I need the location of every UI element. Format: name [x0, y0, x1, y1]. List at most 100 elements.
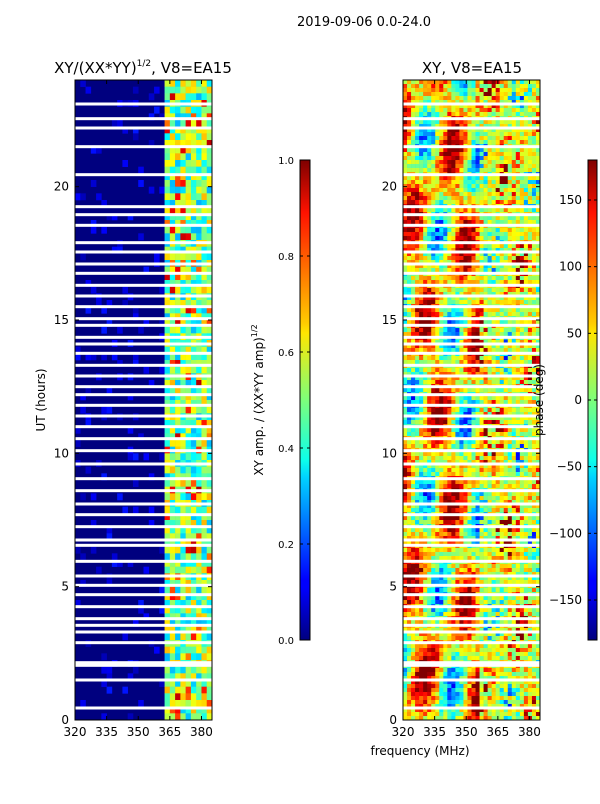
heatmap-cell	[488, 216, 492, 220]
heatmap-cell	[165, 693, 171, 700]
heatmap-cell	[467, 360, 471, 364]
heatmap-cell	[431, 232, 435, 236]
heatmap-cell	[423, 84, 427, 88]
heatmap-cell	[86, 87, 92, 94]
heatmap-cell	[443, 428, 447, 432]
heatmap-cell	[484, 112, 488, 116]
heatmap-cell	[467, 208, 471, 212]
heatmap-cell	[186, 653, 192, 660]
heatmap-cell	[447, 136, 451, 140]
heatmap-cell	[508, 200, 512, 204]
heatmap-cell	[480, 96, 484, 100]
flagged-row	[75, 117, 212, 120]
heatmap-cell	[467, 440, 471, 444]
heatmap-cell	[532, 188, 536, 192]
heatmap-cell	[165, 547, 171, 554]
heatmap-cell	[201, 467, 207, 474]
heatmap-cell	[455, 484, 459, 488]
heatmap-cell	[419, 120, 423, 124]
heatmap-cell	[455, 256, 459, 260]
heatmap-cell	[411, 96, 415, 100]
heatmap-cell	[516, 276, 520, 280]
heatmap-cell	[427, 188, 431, 192]
heatmap-cell	[170, 667, 176, 674]
heatmap-cell	[186, 233, 192, 240]
heatmap-cell	[496, 156, 500, 160]
heatmap-cell	[496, 140, 500, 144]
heatmap-cell	[415, 196, 419, 200]
heatmap-cell	[186, 187, 192, 194]
heatmap-cell	[455, 472, 459, 476]
heatmap-cell	[500, 244, 504, 248]
heatmap-cell	[528, 160, 532, 164]
heatmap-cell	[512, 184, 516, 188]
heatmap-cell	[496, 180, 500, 184]
heatmap-cell	[407, 408, 411, 412]
heatmap-cell	[207, 107, 213, 114]
heatmap-cell	[201, 547, 207, 554]
heatmap-cell	[512, 160, 516, 164]
heatmap-cell	[435, 108, 439, 112]
heatmap-cell	[443, 356, 447, 360]
heatmap-cell	[532, 108, 536, 112]
heatmap-cell	[516, 484, 520, 488]
heatmap-cell	[403, 368, 407, 372]
heatmap-cell	[472, 236, 476, 240]
heatmap-cell	[419, 244, 423, 248]
heatmap-cell	[508, 152, 512, 156]
heatmap-cell	[196, 687, 202, 694]
heatmap-cell	[463, 120, 467, 124]
heatmap-cell	[443, 164, 447, 168]
heatmap-cell	[459, 184, 463, 188]
heatmap-cell	[508, 456, 512, 460]
heatmap-cell	[419, 220, 423, 224]
heatmap-cell	[500, 96, 504, 100]
heatmap-cell	[191, 693, 197, 700]
heatmap-cell	[516, 164, 520, 168]
heatmap-cell	[476, 332, 480, 336]
heatmap-cell	[492, 308, 496, 312]
heatmap-cell	[524, 120, 528, 124]
heatmap-cell	[427, 208, 431, 212]
heatmap-cell	[175, 547, 181, 554]
heatmap-cell	[423, 188, 427, 192]
heatmap-cell	[451, 180, 455, 184]
heatmap-cell	[455, 84, 459, 88]
heatmap-cell	[488, 528, 492, 532]
heatmap-cell	[492, 176, 496, 180]
heatmap-cell	[455, 452, 459, 456]
heatmap-cell	[411, 400, 415, 404]
heatmap-cell	[431, 396, 435, 400]
heatmap-cell	[451, 280, 455, 284]
heatmap-cell	[524, 388, 528, 392]
heatmap-cell	[419, 276, 423, 280]
heatmap-cell	[427, 148, 431, 152]
heatmap-cell	[476, 428, 480, 432]
heatmap-cell	[128, 713, 134, 720]
heatmap-cell	[492, 160, 496, 164]
heatmap-cell	[403, 184, 407, 188]
heatmap-cell	[443, 92, 447, 96]
heatmap-cell	[159, 453, 165, 460]
heatmap-cell	[411, 308, 415, 312]
heatmap-cell	[496, 496, 500, 500]
heatmap-cell	[520, 156, 524, 160]
heatmap-cell	[512, 320, 516, 324]
heatmap-cell	[500, 208, 504, 212]
heatmap-cell	[480, 516, 484, 520]
heatmap-cell	[411, 516, 415, 520]
heatmap-cell	[447, 388, 451, 392]
heatmap-cell	[415, 312, 419, 316]
heatmap-cell	[488, 508, 492, 512]
heatmap-cell	[403, 196, 407, 200]
heatmap-cell	[403, 288, 407, 292]
heatmap-cell	[431, 484, 435, 488]
heatmap-cell	[207, 187, 213, 194]
heatmap-cell	[443, 480, 447, 484]
heatmap-cell	[496, 332, 500, 336]
heatmap-cell	[415, 492, 419, 496]
heatmap-cell	[447, 276, 451, 280]
heatmap-cell	[419, 96, 423, 100]
heatmap-cell	[419, 312, 423, 316]
heatmap-cell	[492, 368, 496, 372]
